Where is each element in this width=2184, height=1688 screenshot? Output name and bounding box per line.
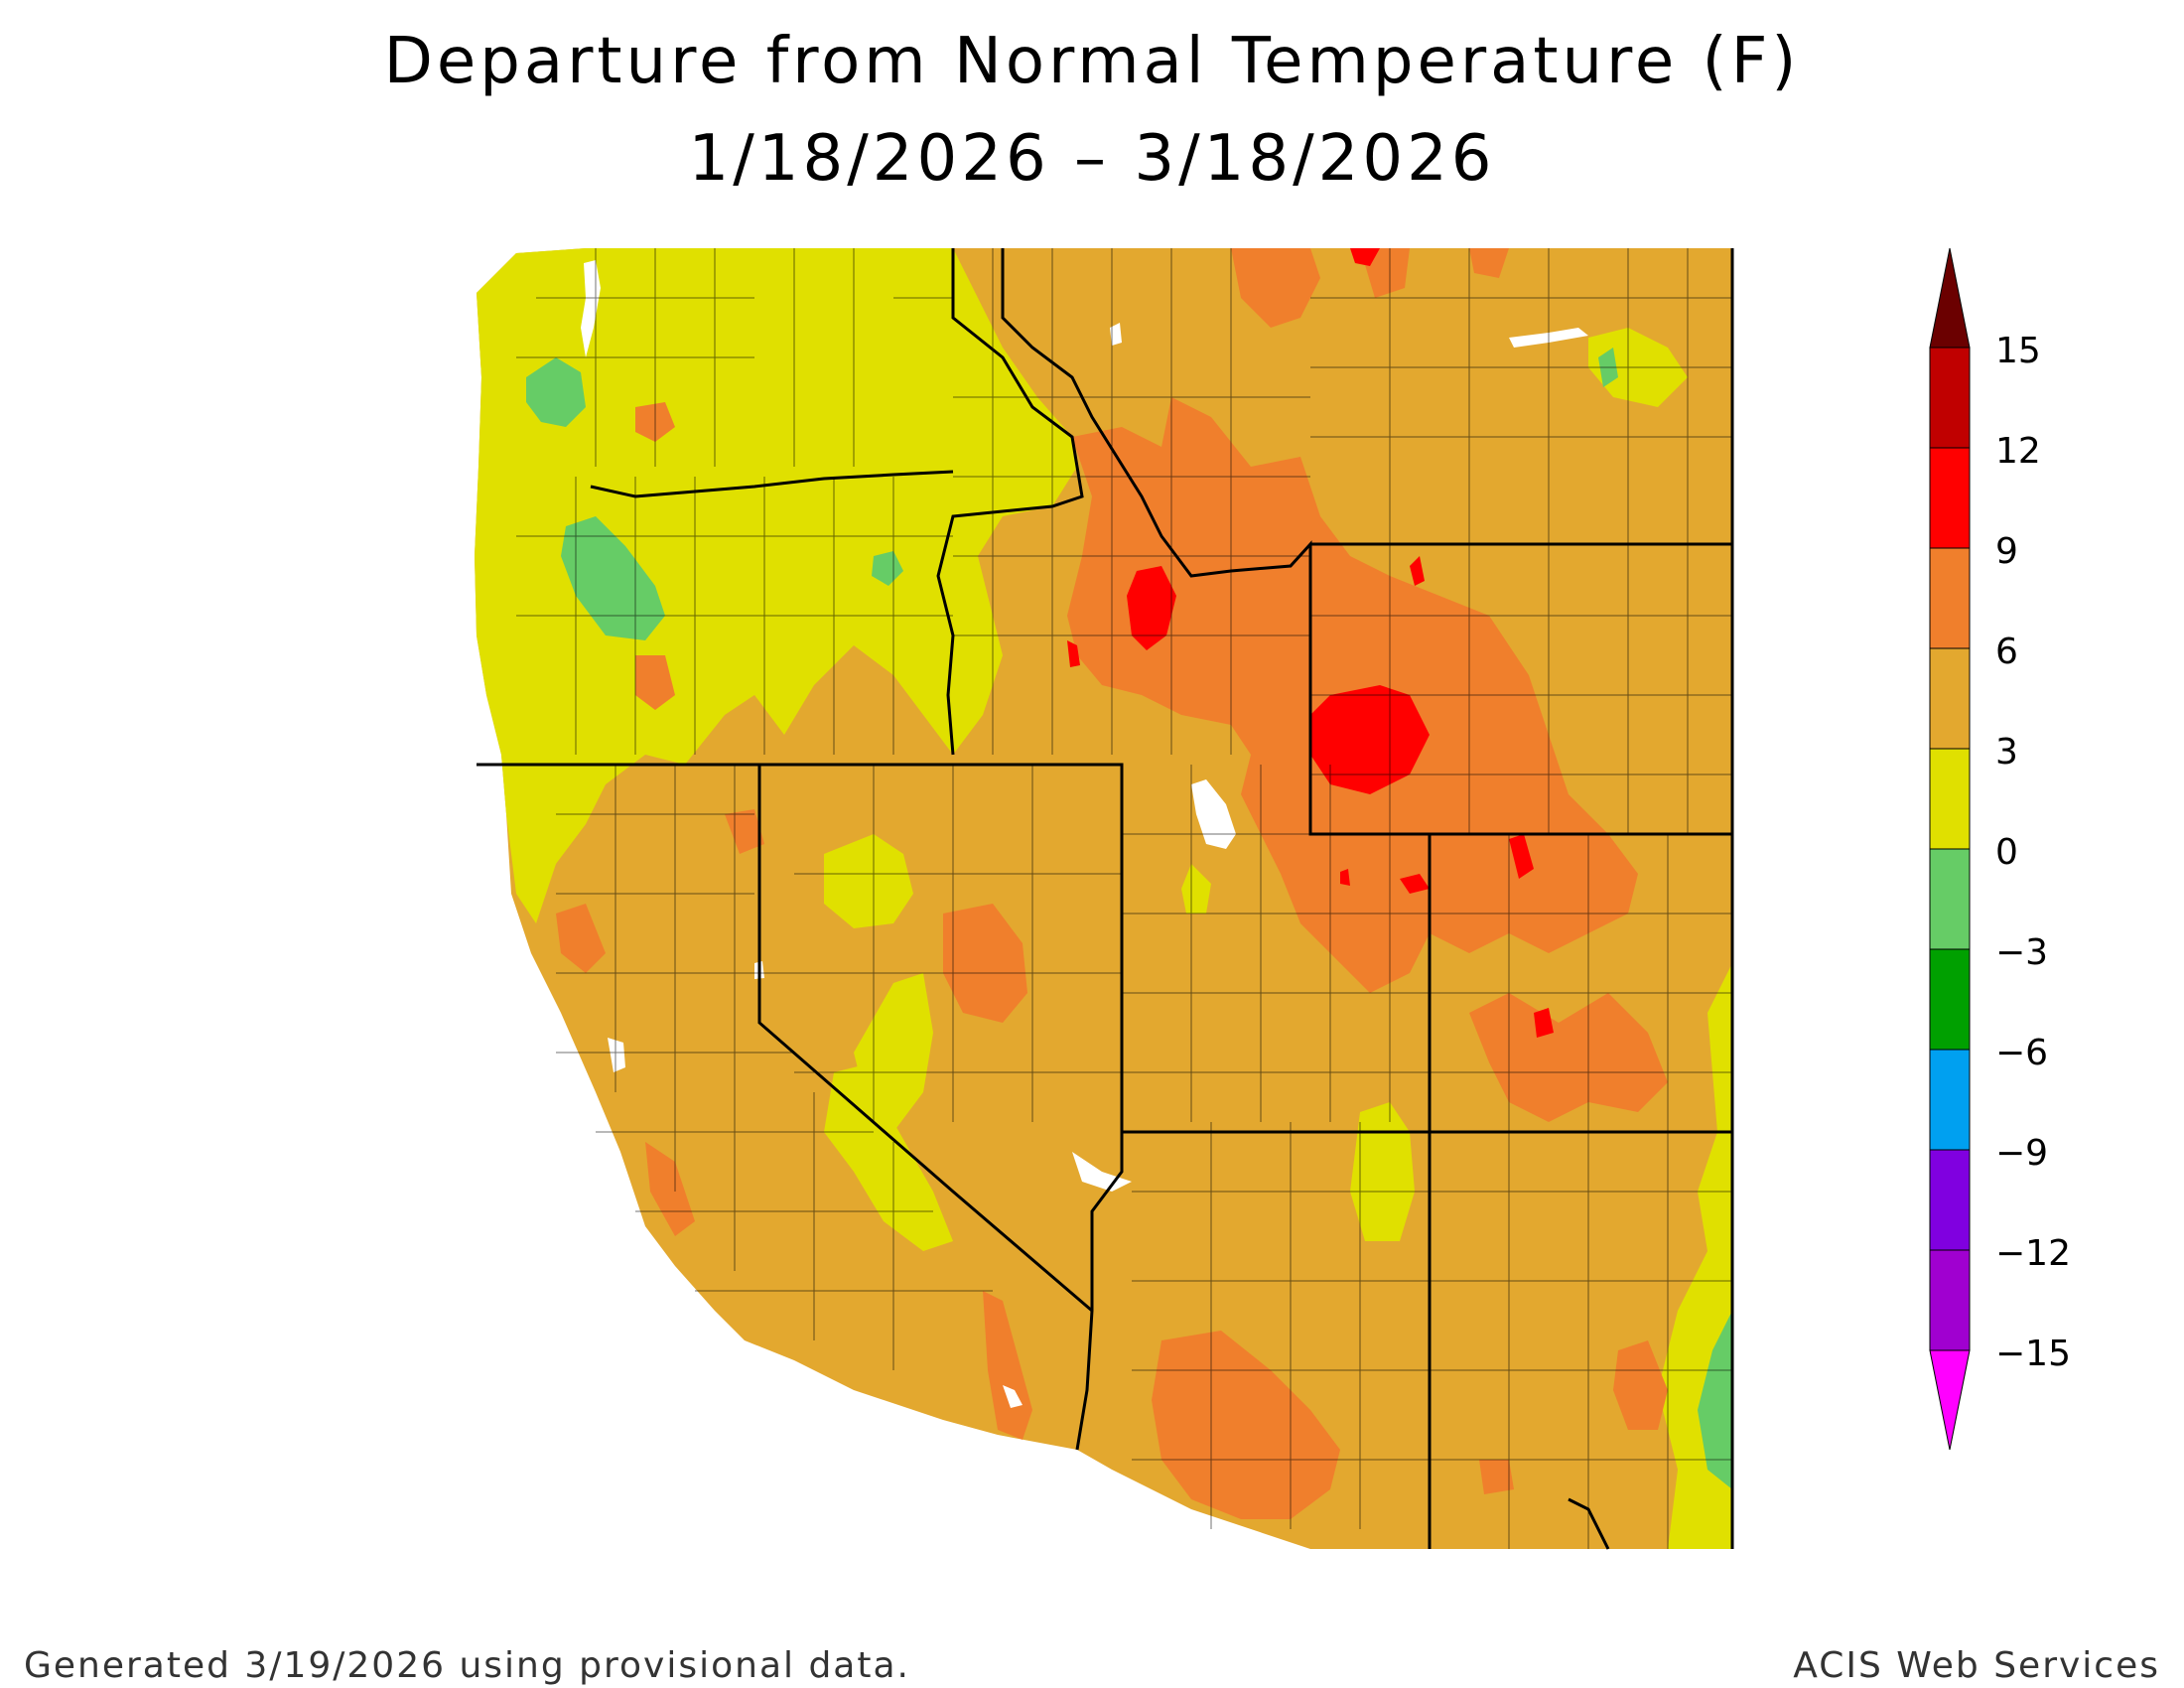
legend-tick-label: −3 bbox=[1995, 932, 2049, 973]
map-date-range: 1/18/2026 – 3/18/2026 bbox=[688, 122, 1496, 196]
map-zone-below-0-washington bbox=[526, 357, 586, 427]
legend-swatch-12-to-15 bbox=[1929, 347, 1971, 449]
map-zone-6-to-9-nevada bbox=[725, 809, 1027, 1023]
map-zone-6-to-9-oregon bbox=[635, 402, 675, 710]
map-zone-0-to-3-sierra bbox=[824, 973, 953, 1251]
map-zone-6-to-9-colorado bbox=[1469, 993, 1668, 1122]
map-zone-6-to-9-california bbox=[556, 904, 1032, 1440]
legend-swatch-minus9-to-minus6 bbox=[1929, 1049, 1971, 1151]
map-zone-below-0-texas-edge bbox=[1698, 1311, 1732, 1489]
map-water-great-salt-lake bbox=[1191, 779, 1236, 849]
map-zone-0-to-3-northwest bbox=[475, 248, 1077, 923]
map-water-flathead-lake bbox=[1110, 323, 1122, 346]
legend-swatch-6-to-9 bbox=[1929, 547, 1971, 649]
source-credit: ACIS Web Services bbox=[1793, 1645, 2160, 1686]
map-water-sf-bay bbox=[608, 1038, 625, 1072]
map-zone-6-to-9-new-mexico-south bbox=[1479, 1340, 1668, 1494]
legend-swatch-3-to-6 bbox=[1929, 647, 1971, 750]
legend-swatch-minus3-to-0 bbox=[1929, 848, 1971, 950]
generated-note: Generated 3/19/2026 using provisional da… bbox=[24, 1645, 910, 1686]
legend-tick-label: −15 bbox=[1995, 1334, 2071, 1374]
map-zone-9-to-12-idaho-small bbox=[1067, 640, 1080, 667]
legend-tick-label: 0 bbox=[1995, 832, 2018, 873]
legend-tick-label: 6 bbox=[1995, 632, 2018, 672]
map-title: Departure from Normal Temperature (F) bbox=[383, 25, 1801, 98]
legend-tick-label: 3 bbox=[1995, 732, 2018, 773]
map-zone-9-to-12-colorado bbox=[1509, 834, 1554, 1038]
legend-tick-label: −9 bbox=[1995, 1133, 2049, 1174]
legend-swatch-minus6-to-minus3 bbox=[1929, 948, 1971, 1051]
map-zone-6-to-9-montana-north bbox=[1231, 248, 1509, 328]
legend-swatch-0-to-3 bbox=[1929, 748, 1971, 850]
map-zone-below-0-idaho bbox=[872, 551, 903, 586]
map-zone-0-to-3-new-mexico bbox=[1350, 1102, 1415, 1241]
map-water-lake-mead bbox=[1072, 1152, 1132, 1192]
legend-tick-label: 15 bbox=[1995, 331, 2041, 371]
legend-swatch-above-15 bbox=[1929, 247, 1971, 349]
legend-tick-label: 12 bbox=[1995, 431, 2041, 472]
map-zone-0-to-3-nevada bbox=[824, 834, 913, 928]
map-county-lines bbox=[516, 248, 1732, 1549]
map-state-boundaries bbox=[477, 248, 1734, 1550]
legend-tick-label: −6 bbox=[1995, 1033, 2049, 1073]
map-water-salton-sea bbox=[1003, 1385, 1023, 1408]
legend-swatch-minus15-to-minus12 bbox=[1929, 1249, 1971, 1351]
legend-swatch-below-minus15 bbox=[1929, 1349, 1971, 1451]
map-zone-below-0-oregon bbox=[561, 516, 665, 640]
legend-swatch-minus12-to-minus9 bbox=[1929, 1149, 1971, 1251]
map-zone-9-to-12-utah bbox=[1340, 869, 1430, 894]
map-zone-6-to-9-arizona bbox=[1152, 1331, 1340, 1519]
map-zone-9-to-12-wyoming bbox=[1310, 685, 1430, 794]
legend-swatch-9-to-12 bbox=[1929, 447, 1971, 549]
legend-tick-label: 9 bbox=[1995, 531, 2018, 572]
map-zone-0-to-3-utah bbox=[1181, 864, 1211, 914]
legend-tick-label: −12 bbox=[1995, 1233, 2071, 1274]
map-zone-9-to-12-idaho bbox=[1127, 566, 1176, 650]
